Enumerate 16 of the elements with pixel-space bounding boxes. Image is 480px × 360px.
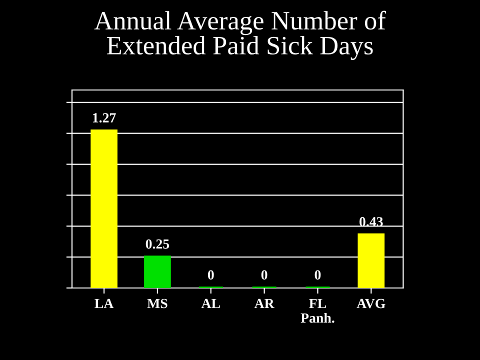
data-label: 1.27	[93, 113, 116, 123]
bar	[144, 256, 171, 288]
x-tick-label: LA	[94, 298, 114, 308]
chart-title: Annual Average Number of Extended Paid Sick Days	[94, 10, 386, 60]
bar	[90, 129, 118, 288]
data-label: 0	[314, 270, 321, 280]
data-label: 0.25	[146, 239, 170, 249]
data-label: 0	[208, 270, 214, 280]
data-label: 0.43	[360, 217, 383, 226]
x-tick-label: FL Panh.	[300, 298, 334, 323]
x-tick-label: AVG	[356, 298, 386, 308]
x-tick-label: MS	[147, 298, 168, 308]
x-tick-label: AL	[201, 298, 220, 308]
data-label: 0	[261, 270, 268, 280]
bar	[358, 233, 385, 288]
x-tick-label: AR	[254, 298, 274, 308]
